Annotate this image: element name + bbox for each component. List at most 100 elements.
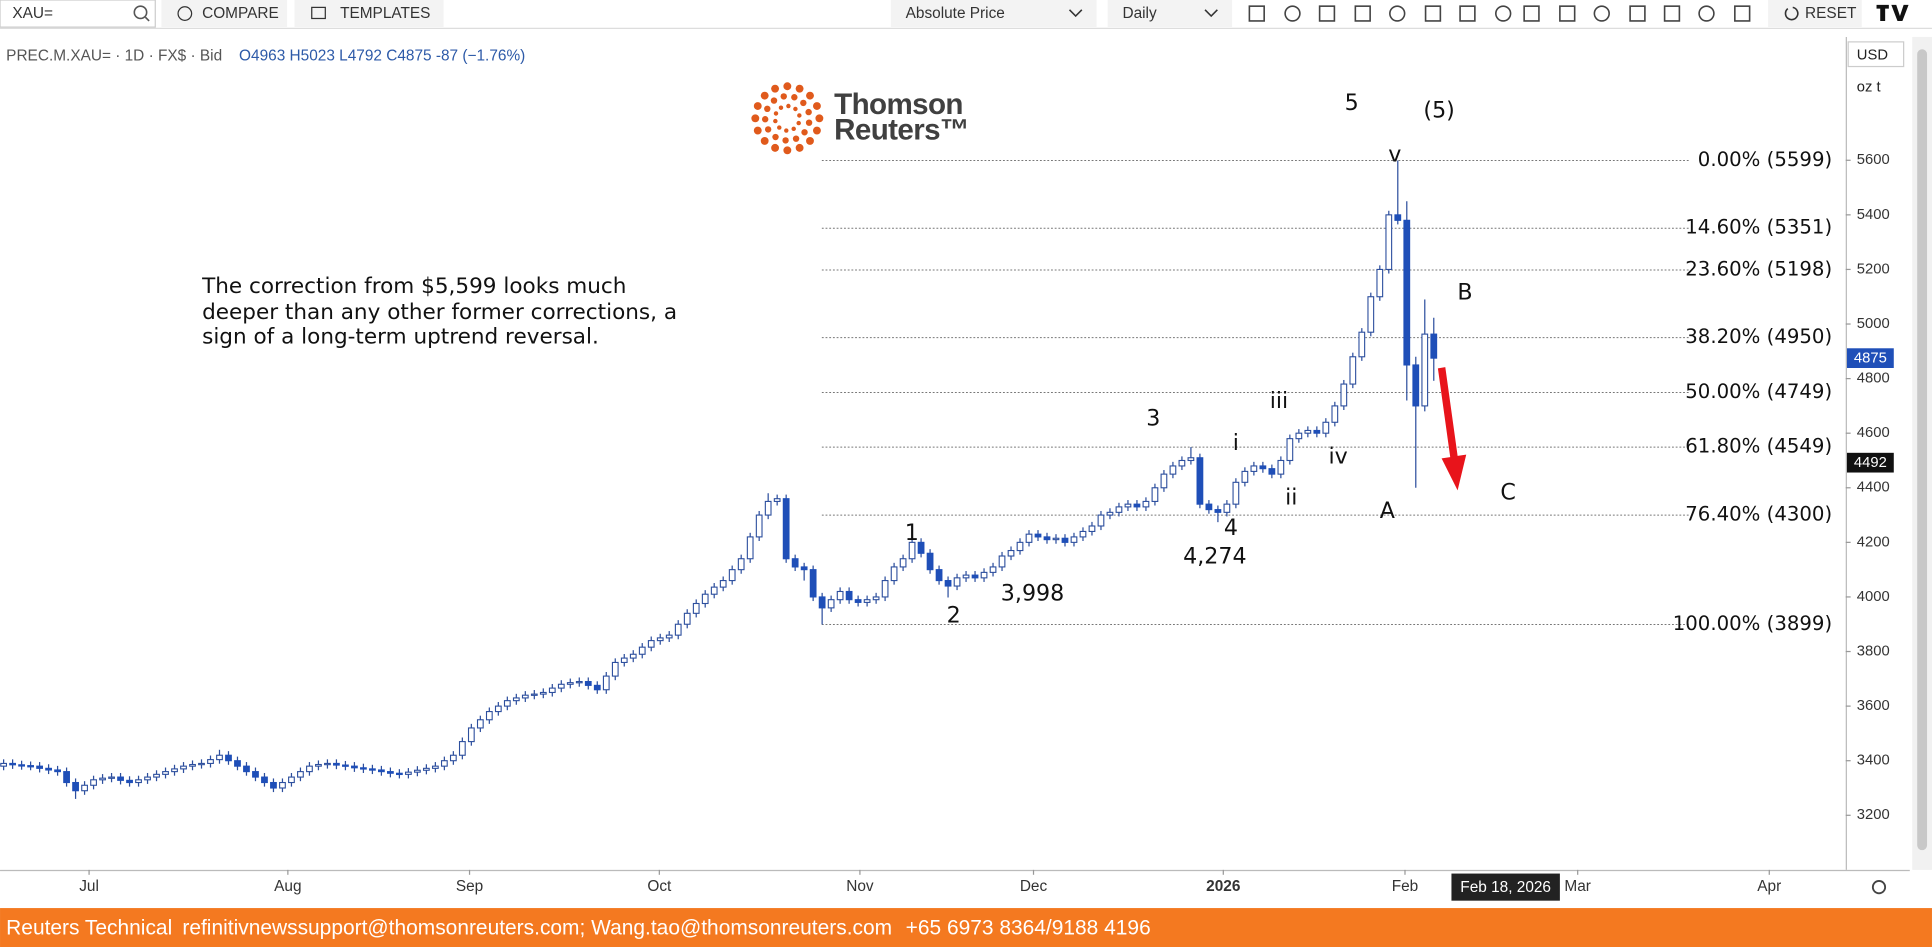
scrollbar-thumb[interactable] xyxy=(1917,49,1928,851)
candle-body xyxy=(1124,503,1132,508)
fib-label: 76.40% (4300) xyxy=(1685,503,1832,526)
logo-dot xyxy=(786,103,791,109)
tool-icon[interactable] xyxy=(1495,5,1512,22)
tool-icon[interactable] xyxy=(1354,5,1371,22)
x-tick-label: Apr xyxy=(1757,878,1781,895)
logo-dot xyxy=(751,114,760,123)
wave-label: 1 xyxy=(905,520,919,546)
tool-icon[interactable] xyxy=(1734,5,1751,22)
tool-icon[interactable] xyxy=(1663,5,1681,22)
y-tick-label: 5400 xyxy=(1857,207,1890,223)
logo-dot xyxy=(771,84,780,93)
reset-button[interactable] xyxy=(1768,0,1862,28)
candle-body xyxy=(602,675,610,691)
logo-dot xyxy=(770,97,778,104)
candle-body xyxy=(387,771,394,774)
candle-body xyxy=(1160,473,1168,489)
logo-dot xyxy=(773,118,778,124)
candle-body xyxy=(512,697,520,702)
reset-icon xyxy=(1784,6,1799,21)
logo-dot xyxy=(780,93,787,100)
candle-body xyxy=(1223,503,1231,513)
candle-body xyxy=(773,498,781,502)
tool-icon[interactable] xyxy=(1459,5,1476,22)
y-tick-label: 5200 xyxy=(1857,261,1890,277)
candle-body xyxy=(611,661,619,677)
y-tick-label: 4600 xyxy=(1857,425,1890,441)
wave-label: i xyxy=(1233,430,1239,456)
candle-body xyxy=(1421,333,1429,407)
x-tick-label: Sep xyxy=(456,878,483,895)
y-tick-label: 5000 xyxy=(1857,316,1890,332)
logo-dot xyxy=(795,143,804,152)
candle-body xyxy=(1358,331,1366,358)
logo-dot xyxy=(760,136,769,145)
candle-body xyxy=(243,765,250,773)
candle-body xyxy=(153,773,160,778)
settings-icon[interactable] xyxy=(1871,880,1887,895)
price-mode-dropdown[interactable] xyxy=(890,0,1097,28)
candle-body xyxy=(198,762,205,766)
crosshair-date-box xyxy=(1451,873,1560,901)
price-badge xyxy=(1846,452,1894,473)
currency-box[interactable] xyxy=(1847,41,1905,68)
forecast-arrow xyxy=(1437,367,1467,491)
candle-body xyxy=(656,637,664,642)
candle-body xyxy=(989,566,997,573)
logo-dot xyxy=(764,105,771,113)
candle-body xyxy=(117,776,124,781)
y-tick-label: 4400 xyxy=(1857,480,1890,496)
candle-body xyxy=(360,767,367,770)
candle-body xyxy=(1403,219,1411,366)
candle-body xyxy=(1070,536,1078,543)
candle-body xyxy=(225,754,232,762)
candle-body xyxy=(539,691,547,695)
candle-body xyxy=(72,781,79,792)
x-tick-label: Dec xyxy=(1020,878,1048,895)
candle-body xyxy=(449,754,457,762)
candle-body xyxy=(800,566,808,571)
candle-body xyxy=(935,569,943,582)
candle-body xyxy=(395,772,403,776)
compare-button[interactable] xyxy=(161,0,288,28)
y-tick-label: 3200 xyxy=(1857,807,1890,823)
candle-body xyxy=(728,569,736,582)
tool-icon[interactable] xyxy=(1593,5,1610,22)
wave-label: v xyxy=(1388,142,1401,168)
y-tick-label: 4800 xyxy=(1857,371,1890,387)
candle-body xyxy=(818,596,826,609)
candle-body xyxy=(9,762,17,766)
candle-body xyxy=(908,541,916,560)
tool-icon[interactable] xyxy=(1248,5,1265,22)
tool-icon[interactable] xyxy=(1424,5,1442,22)
search-icon[interactable] xyxy=(133,5,148,20)
tool-icon[interactable] xyxy=(1284,5,1301,22)
candle-body xyxy=(854,599,862,603)
candle-body xyxy=(1187,457,1195,462)
templates-button[interactable] xyxy=(294,0,444,28)
x-tick-label: Aug xyxy=(274,878,301,895)
logo-dot xyxy=(784,128,789,133)
candle-body xyxy=(890,566,898,582)
tool-icon[interactable] xyxy=(1698,5,1715,22)
candle-body xyxy=(369,768,376,771)
candle-body xyxy=(1394,214,1402,221)
tool-icon[interactable] xyxy=(1523,5,1540,22)
symbol-input[interactable] xyxy=(0,0,156,28)
y-tick-label: 4200 xyxy=(1857,534,1890,550)
candle-body xyxy=(1259,465,1267,470)
ohlc-info: O4963 H5023 L4792 C4875 -87 (−1.76%) xyxy=(239,48,525,65)
candle-body xyxy=(719,580,727,588)
interval-dropdown[interactable] xyxy=(1107,0,1233,28)
candle-body xyxy=(1034,533,1042,538)
tool-icon[interactable] xyxy=(1559,5,1576,22)
candle-body xyxy=(18,764,26,767)
tool-icon[interactable] xyxy=(1629,5,1646,22)
tool-icon[interactable] xyxy=(1318,5,1336,22)
tool-icon[interactable] xyxy=(1389,5,1406,22)
candle-body xyxy=(1322,421,1330,434)
candle-body xyxy=(1043,536,1051,541)
candle-body xyxy=(1313,429,1321,434)
